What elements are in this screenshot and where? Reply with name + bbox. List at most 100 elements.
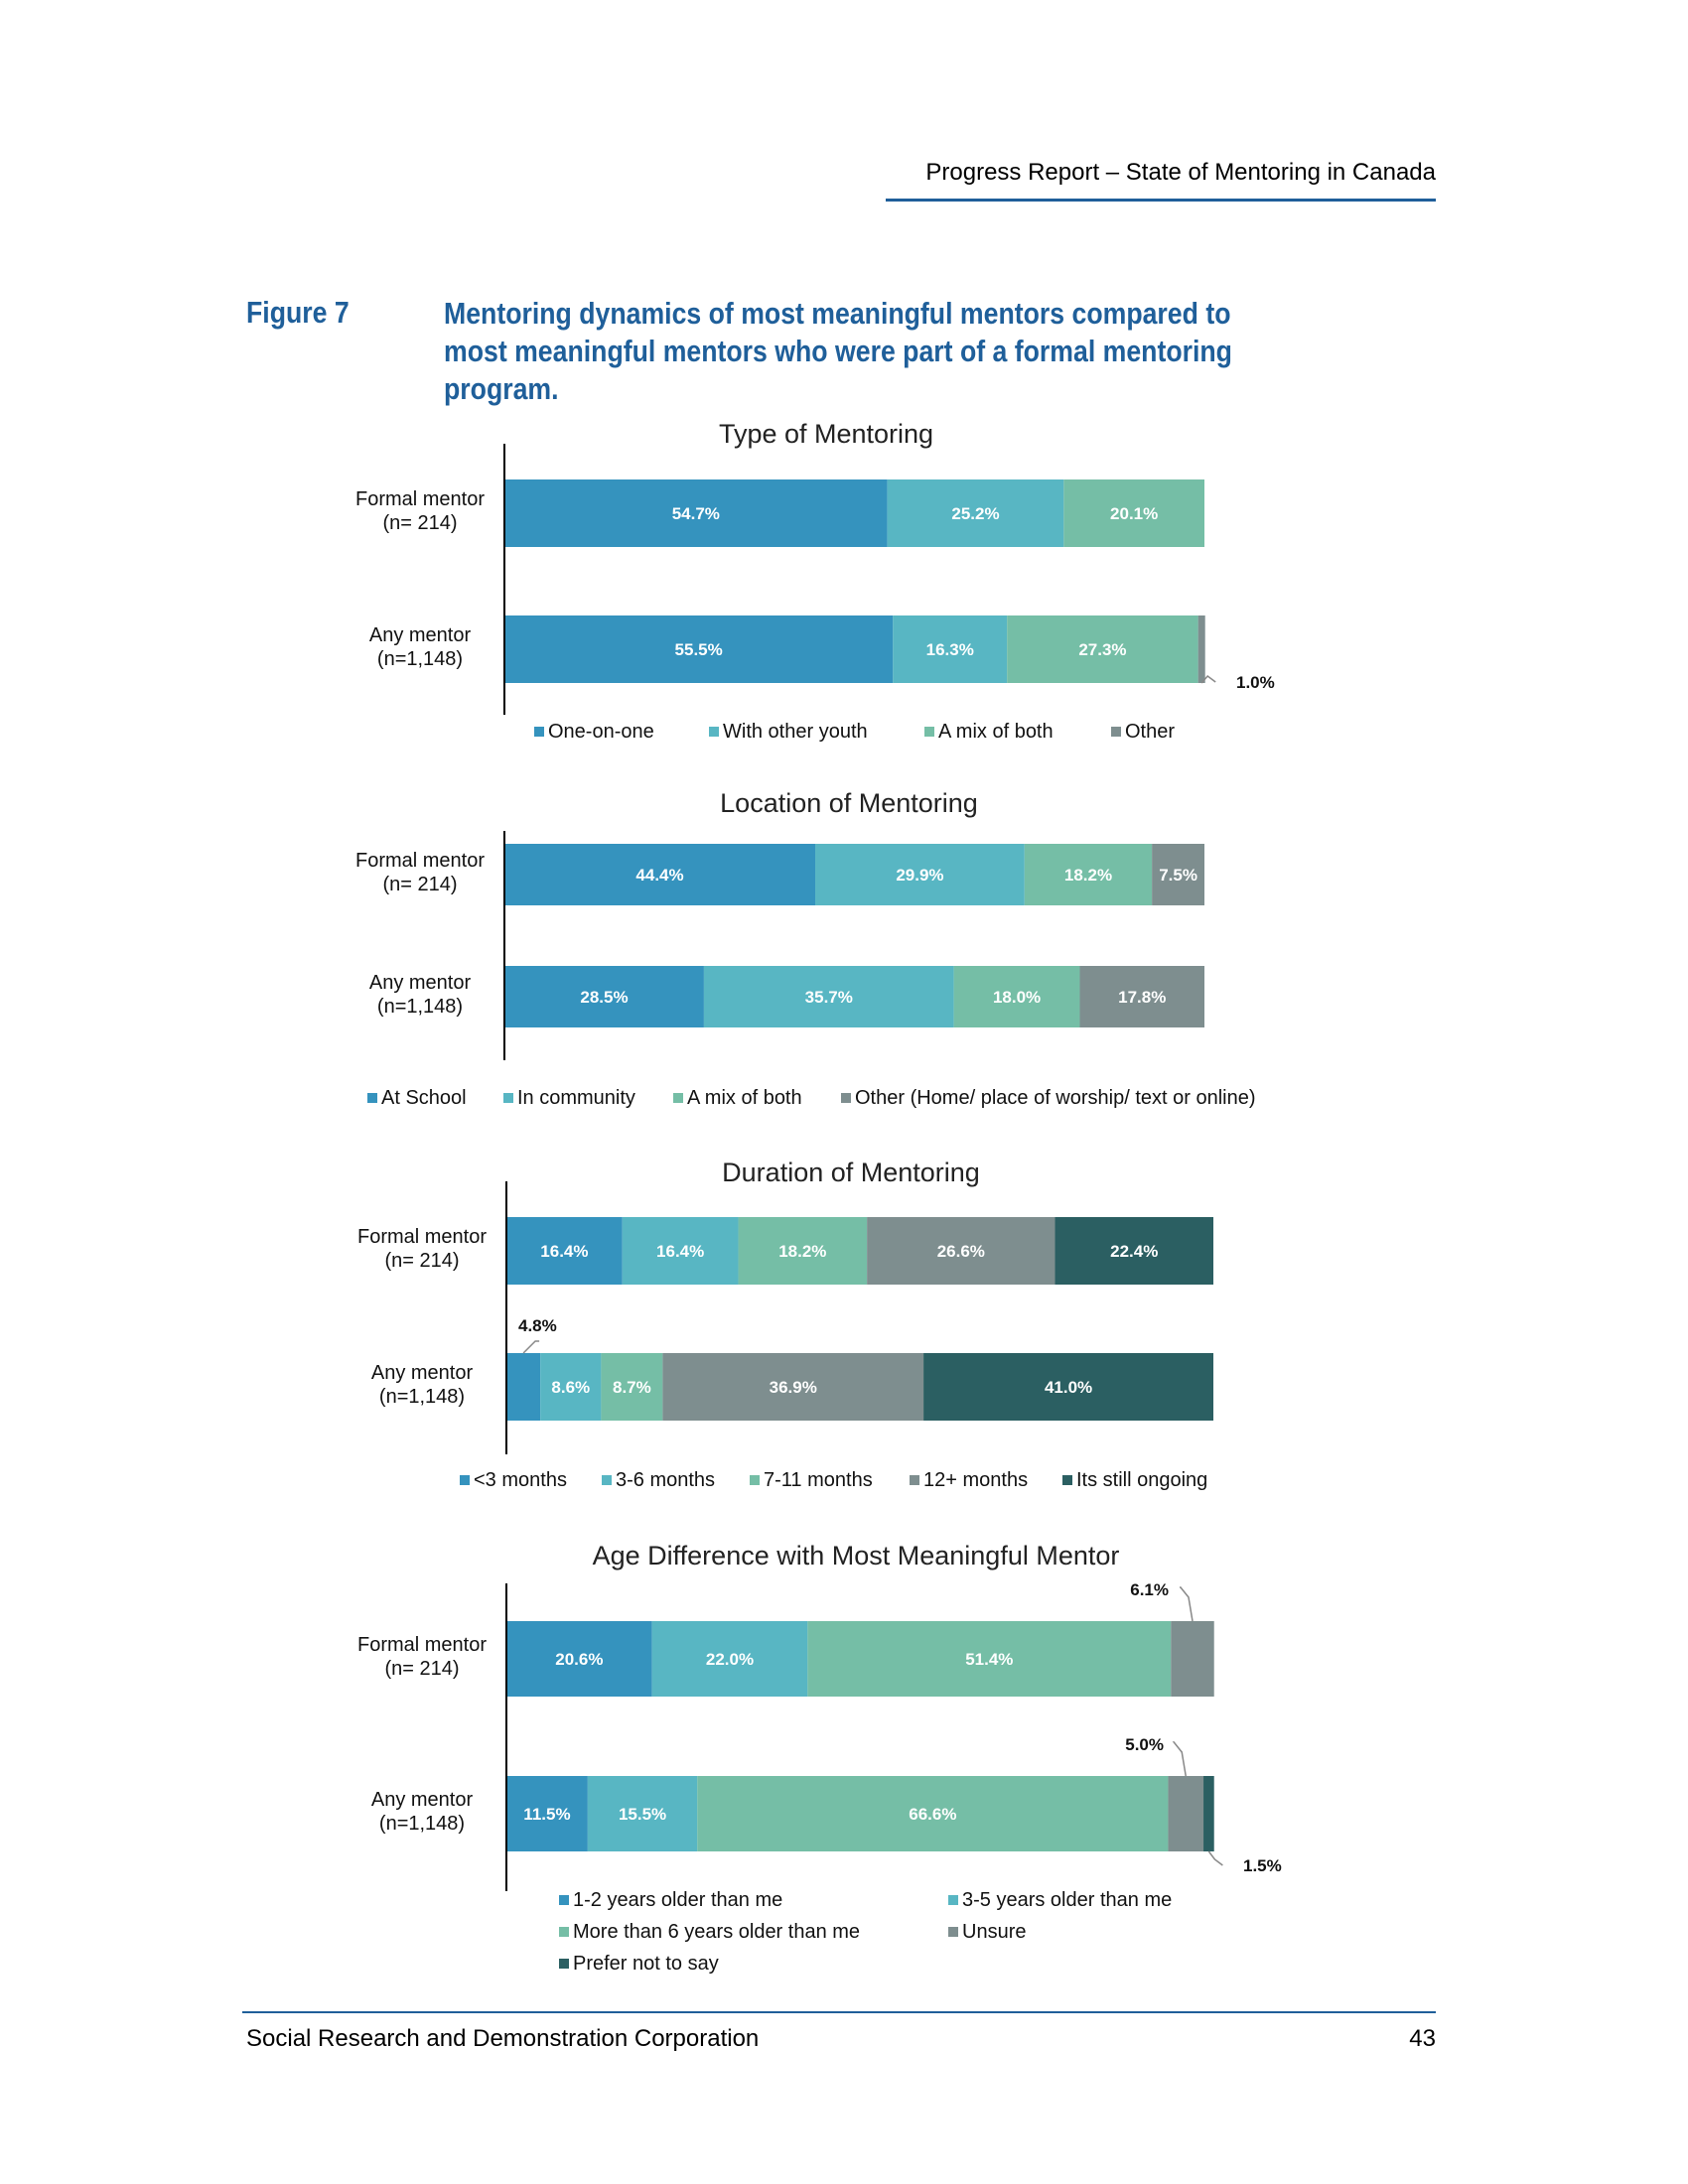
- data-label: 16.4%: [540, 1242, 588, 1261]
- data-label: 20.6%: [555, 1650, 603, 1669]
- data-label: 36.9%: [770, 1378, 817, 1397]
- legend-label-3-5-years-older-than-me: 3-5 years older than me: [962, 1889, 1172, 1911]
- callout-label: 1.5%: [1243, 1856, 1282, 1875]
- legend-label-its-still-ongoing: Its still ongoing: [1076, 1469, 1207, 1491]
- legend-swatch-in-community: [503, 1093, 513, 1103]
- chart-title: Location of Mentoring: [720, 788, 978, 818]
- legend-swatch-3-5-years-older-than-me: [948, 1895, 958, 1905]
- category-label: Formal mentor: [355, 488, 485, 510]
- data-label: 54.7%: [672, 504, 720, 523]
- data-label: 44.4%: [635, 866, 683, 885]
- callout-leader: [1207, 1850, 1223, 1866]
- chart-title: Type of Mentoring: [719, 419, 933, 449]
- data-label: 18.2%: [1064, 866, 1112, 885]
- bar-1-2-years-older-than-me-0: [506, 1621, 652, 1697]
- bar-at-school-1: [504, 966, 704, 1027]
- data-label: 22.4%: [1110, 1242, 1158, 1261]
- data-label: 35.7%: [805, 988, 853, 1007]
- category-label: Formal mentor: [357, 1226, 487, 1248]
- bar-its-still-ongoing-1: [923, 1353, 1213, 1421]
- bar-other-1: [1197, 615, 1205, 683]
- legend-swatch-more-than-6-years-older-than-me: [559, 1927, 569, 1937]
- legend-label-a-mix-of-both: A mix of both: [938, 721, 1054, 743]
- data-label: 29.9%: [896, 866, 943, 885]
- category-label: Any mentor: [369, 624, 472, 646]
- category-label: (n=1,148): [379, 1386, 465, 1408]
- header-divider: [886, 199, 1436, 202]
- data-label: 22.0%: [706, 1650, 754, 1669]
- chart-type-of-mentoring: Type of Mentoring Formal mentor(n= 214) 54…: [355, 419, 1275, 743]
- legend-label-in-community: In community: [517, 1087, 635, 1109]
- legend-label-3-6-months: 3-6 months: [616, 1469, 715, 1491]
- legend-label-more-than-6-years-older-than-me: More than 6 years older than me: [573, 1921, 860, 1943]
- bar-a-mix-of-both-0: [1063, 479, 1204, 547]
- bar-a-mix-of-both-0: [1024, 844, 1153, 905]
- data-label: 8.6%: [551, 1378, 590, 1397]
- legend-swatch-at-school: [367, 1093, 377, 1103]
- bar-12-months-1: [662, 1353, 924, 1421]
- bar-12-months-0: [867, 1217, 1055, 1285]
- page-header-title: Progress Report – State of Mentoring in …: [925, 159, 1436, 186]
- legend-label-unsure: Unsure: [962, 1921, 1026, 1943]
- data-label: 55.5%: [675, 640, 723, 659]
- callout-leader: [1180, 1586, 1194, 1622]
- bar-7-11-months-0: [738, 1217, 868, 1285]
- bar-3-months-1: [506, 1353, 541, 1421]
- bar-its-still-ongoing-0: [1055, 1217, 1213, 1285]
- callout-leader: [1172, 1741, 1187, 1777]
- legend-label-7-11-months: 7-11 months: [764, 1469, 873, 1491]
- bar-7-11-months-1: [601, 1353, 663, 1421]
- legend-swatch-with-other-youth: [709, 727, 719, 737]
- legend-swatch-other-home-place-of-worship-text-or-online: [841, 1093, 851, 1103]
- bar-with-other-youth-1: [893, 615, 1008, 683]
- category-label: Formal mentor: [357, 1634, 487, 1656]
- data-label: 20.1%: [1110, 504, 1158, 523]
- bar-3-5-years-older-than-me-0: [651, 1621, 808, 1697]
- category-label: (n= 214): [384, 1250, 459, 1272]
- bar-more-than-6-years-older-than-me-0: [807, 1621, 1172, 1697]
- bar-other-home-place-of-worship-text-or-online-1: [1079, 966, 1204, 1027]
- data-label: 11.5%: [523, 1805, 570, 1824]
- callout-label: 5.0%: [1125, 1735, 1164, 1754]
- callout-label: 4.8%: [518, 1316, 557, 1335]
- data-label: 18.2%: [778, 1242, 826, 1261]
- category-label: (n=1,148): [377, 996, 463, 1018]
- category-label: Any mentor: [371, 1362, 474, 1384]
- data-label: 66.6%: [909, 1805, 956, 1824]
- category-label: Formal mentor: [355, 850, 485, 872]
- legend-label-other-home-place-of-worship-text-or-online: Other (Home/ place of worship/ text or o…: [855, 1087, 1256, 1109]
- bar-one-on-one-0: [504, 479, 888, 547]
- legend-label-one-on-one: One-on-one: [548, 721, 654, 743]
- figure-caption: Mentoring dynamics of most meaningful me…: [444, 296, 1232, 406]
- data-label: 16.4%: [656, 1242, 704, 1261]
- legend-swatch-prefer-not-to-say: [559, 1959, 569, 1969]
- category-label: Any mentor: [369, 972, 472, 994]
- category-label: (n=1,148): [379, 1813, 465, 1835]
- category-label: (n=1,148): [377, 648, 463, 670]
- data-label: 7.5%: [1159, 866, 1197, 885]
- chart-duration-of-mentoring: Duration of Mentoring Formal mentor(n= 21…: [357, 1158, 1213, 1491]
- data-label: 16.3%: [926, 640, 974, 659]
- category-label: (n= 214): [382, 874, 457, 895]
- chart-location-of-mentoring: Location of Mentoring Formal mentor(n= 21…: [355, 788, 1256, 1109]
- legend-swatch-1-2-years-older-than-me: [559, 1895, 569, 1905]
- data-label: 25.2%: [951, 504, 999, 523]
- legend-swatch-a-mix-of-both: [924, 727, 934, 737]
- category-label: (n= 214): [384, 1658, 459, 1680]
- bar-unsure-0: [1171, 1621, 1214, 1697]
- data-label: 41.0%: [1045, 1378, 1092, 1397]
- chart-title: Age Difference with Most Meaningful Ment…: [593, 1541, 1120, 1570]
- data-label: 15.5%: [619, 1805, 666, 1824]
- bar-one-on-one-1: [504, 615, 894, 683]
- legend-swatch-7-11-months: [750, 1475, 760, 1485]
- legend-label-prefer-not-to-say: Prefer not to say: [573, 1953, 719, 1975]
- bar-other-home-place-of-worship-text-or-online-0: [1152, 844, 1204, 905]
- legend-label-a-mix-of-both: A mix of both: [687, 1087, 802, 1109]
- legend-label-3-months: <3 months: [474, 1469, 567, 1491]
- bar-prefer-not-to-say-1: [1203, 1776, 1214, 1851]
- footer-organization: Social Research and Demonstration Corpor…: [246, 2025, 760, 2052]
- data-label: 26.6%: [937, 1242, 985, 1261]
- data-label: 51.4%: [965, 1650, 1013, 1669]
- figure-label: Figure 7: [246, 295, 350, 330]
- legend-swatch-3-months: [460, 1475, 470, 1485]
